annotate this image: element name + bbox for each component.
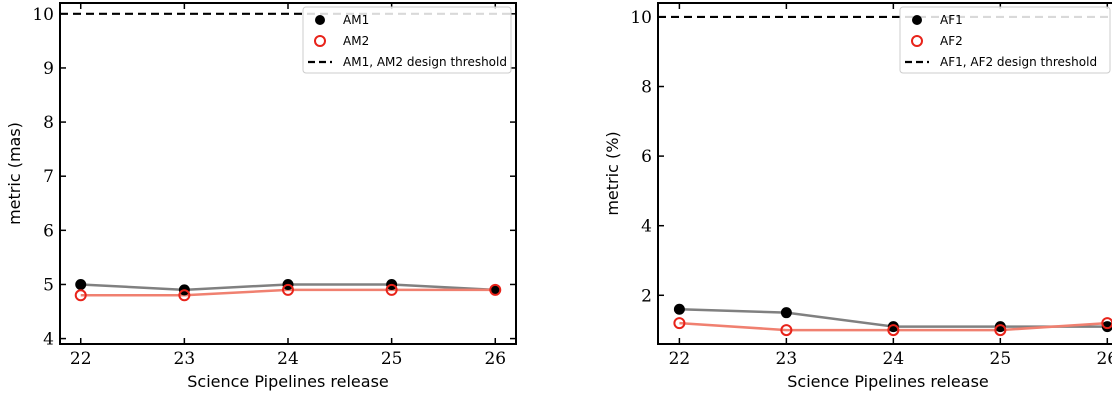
data-point-af1	[887, 321, 899, 333]
legend-marker-filled	[315, 15, 325, 25]
y-tick-label: 6	[641, 147, 652, 167]
data-point-am2	[385, 283, 398, 296]
legend-label: AF2	[940, 34, 963, 48]
y-tick-label: 5	[43, 275, 54, 295]
data-point-af2	[673, 317, 686, 330]
x-tick-label: 23	[174, 349, 196, 369]
x-tick-label: 25	[990, 349, 1012, 369]
chart-panel-2: 2223242526246810AF1AF2AF1, AF2 design th…	[603, 2, 1112, 391]
legend-label: AF1, AF2 design threshold	[940, 55, 1097, 69]
data-point-af2	[1101, 317, 1112, 330]
legend-marker-filled	[912, 15, 922, 25]
y-tick-label: 10	[32, 5, 54, 25]
data-point-af1	[673, 303, 685, 315]
legend: AM1 AM2 AM1, AM2 design threshold	[302, 6, 512, 74]
data-point-af2	[780, 324, 793, 337]
legend-label: AF1	[940, 13, 963, 27]
y-axis-label: metric (%)	[603, 131, 622, 215]
data-point-af1	[994, 321, 1006, 333]
data-point-am2	[282, 283, 294, 296]
x-tick-label: 24	[883, 349, 905, 369]
x-axis-label: Science Pipelines release	[187, 372, 389, 391]
y-tick-label: 8	[641, 78, 652, 98]
data-point-af2	[994, 324, 1007, 337]
y-tick-label: 4	[641, 217, 652, 237]
legend-marker-open	[314, 35, 326, 47]
x-tick-label: 24	[277, 349, 299, 369]
y-tick-label: 4	[43, 330, 54, 350]
x-axis-label: Science Pipelines release	[787, 372, 989, 391]
x-tick-label: 26	[484, 349, 506, 369]
chart-panel-1: 22 23 24 25 26 4 5 6 7 8 9 10 AM1 AM2 AM1, AM2 design …	[5, 2, 517, 391]
data-point-af2	[887, 324, 900, 337]
data-point-am2	[74, 289, 87, 302]
legend-box	[302, 6, 512, 74]
legend-label: AM2	[343, 34, 369, 48]
y-tick-label: 2	[641, 286, 652, 306]
legend-label: AM1	[343, 13, 369, 27]
legend-box	[899, 6, 1111, 74]
x-tick-label: 25	[381, 349, 403, 369]
x-tick-label: 22	[669, 349, 691, 369]
x-tick-label: 22	[70, 349, 92, 369]
y-tick-label: 8	[43, 113, 54, 133]
data-point-af1	[1101, 321, 1112, 333]
x-tick-label: 26	[1096, 349, 1112, 369]
plot-frame	[657, 2, 1112, 345]
y-tick-label: 6	[43, 221, 54, 241]
y-tick-label: 9	[43, 59, 54, 79]
data-point-am2	[178, 289, 191, 302]
data-point-af1	[780, 307, 792, 319]
data-point-am1	[75, 278, 87, 290]
legend: AF1 AF2 AF1, AF2 design threshold	[899, 6, 1111, 74]
legend-marker-open	[911, 35, 923, 47]
x-tick-label: 23	[776, 349, 798, 369]
y-tick-label: 7	[43, 167, 54, 187]
y-tick-label: 10	[630, 8, 652, 28]
plot-frame	[59, 2, 517, 345]
legend-label: AM1, AM2 design threshold	[343, 55, 507, 69]
data-point-am2	[489, 283, 502, 296]
y-axis-label: metric (mas)	[5, 122, 24, 225]
